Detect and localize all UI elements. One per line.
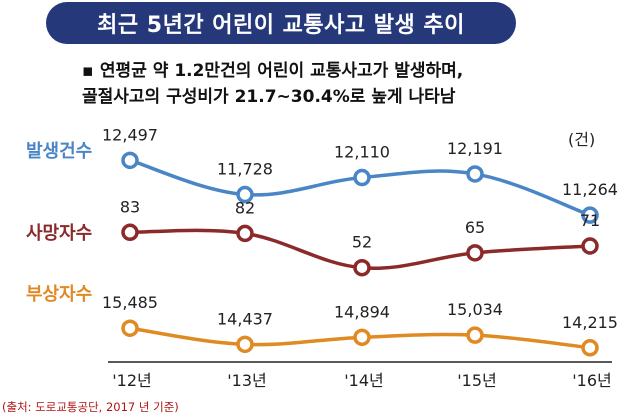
data-label-injuries: 14,894 bbox=[334, 302, 390, 321]
data-label-deaths: 83 bbox=[120, 197, 140, 216]
data-point-deaths bbox=[121, 223, 139, 242]
data-point-injuries bbox=[236, 335, 254, 354]
summary-text: ▪ 연평균 약 1.2만건의 어린이 교통사고가 발생하며, 골절사고의 구성비… bbox=[82, 58, 622, 110]
data-point-injuries bbox=[353, 328, 371, 347]
data-label-occurrences: 11,728 bbox=[217, 160, 273, 179]
data-label-injuries: 15,034 bbox=[447, 300, 503, 319]
data-label-occurrences: 12,191 bbox=[447, 139, 503, 158]
data-point-occurrences bbox=[236, 185, 254, 204]
data-label-occurrences: 12,497 bbox=[102, 125, 158, 144]
data-label-occurrences: 11,264 bbox=[562, 180, 618, 199]
data-point-occurrences bbox=[353, 168, 371, 187]
data-point-deaths bbox=[581, 237, 599, 255]
bullet-icon: ▪ bbox=[82, 61, 94, 81]
legend-label-deaths: 사망자수 bbox=[26, 223, 92, 244]
series-line-occurrences bbox=[129, 158, 591, 217]
x-tick-label: '12년 bbox=[112, 371, 151, 390]
summary-line-2: 골절사고의 구성비가 21.7~30.4%로 높게 나타남 bbox=[82, 84, 622, 110]
data-point-deaths bbox=[466, 244, 484, 262]
unit-label: (건) bbox=[568, 130, 595, 149]
data-point-deaths bbox=[236, 224, 254, 243]
data-point-occurrences bbox=[466, 165, 484, 183]
source-note: (출처: 도로교통공단, 2017 년 기준) bbox=[2, 400, 179, 414]
data-point-injuries bbox=[121, 319, 139, 337]
data-label-injuries: 14,215 bbox=[562, 313, 618, 332]
data-point-occurrences bbox=[121, 151, 139, 170]
x-tick-label: '15년 bbox=[457, 371, 496, 390]
data-point-injuries bbox=[581, 339, 599, 357]
summary-line-2-text: 골절사고의 구성비가 21.7~30.4%로 높게 나타남 bbox=[82, 87, 456, 107]
x-tick-label: '13년 bbox=[227, 371, 266, 390]
data-label-occurrences: 12,110 bbox=[334, 143, 390, 162]
legend-label-injuries: 부상자수 bbox=[26, 284, 92, 305]
data-label-injuries: 15,485 bbox=[102, 293, 158, 312]
summary-line-1-text: 연평균 약 1.2만건의 어린이 교통사고가 발생하며, bbox=[99, 61, 464, 81]
x-tick-label: '16년 bbox=[572, 371, 611, 390]
data-label-injuries: 14,437 bbox=[217, 309, 273, 328]
data-label-deaths: 82 bbox=[235, 198, 255, 217]
legend-label-occurrences: 발생건수 bbox=[26, 141, 92, 162]
data-label-deaths: 52 bbox=[352, 233, 372, 252]
x-tick-label: '14년 bbox=[344, 371, 383, 390]
data-point-deaths bbox=[353, 258, 371, 277]
title-banner: 최근 5년간 어린이 교통사고 발생 추이 bbox=[46, 2, 516, 44]
summary-line-1: ▪ 연평균 약 1.2만건의 어린이 교통사고가 발생하며, bbox=[82, 58, 622, 84]
data-label-deaths: 65 bbox=[465, 218, 485, 237]
data-label-deaths: 71 bbox=[580, 211, 600, 230]
data-point-injuries bbox=[466, 326, 484, 344]
data-point-occurrences bbox=[581, 206, 599, 224]
chart-title: 최근 5년간 어린이 교통사고 발생 추이 bbox=[97, 13, 465, 38]
